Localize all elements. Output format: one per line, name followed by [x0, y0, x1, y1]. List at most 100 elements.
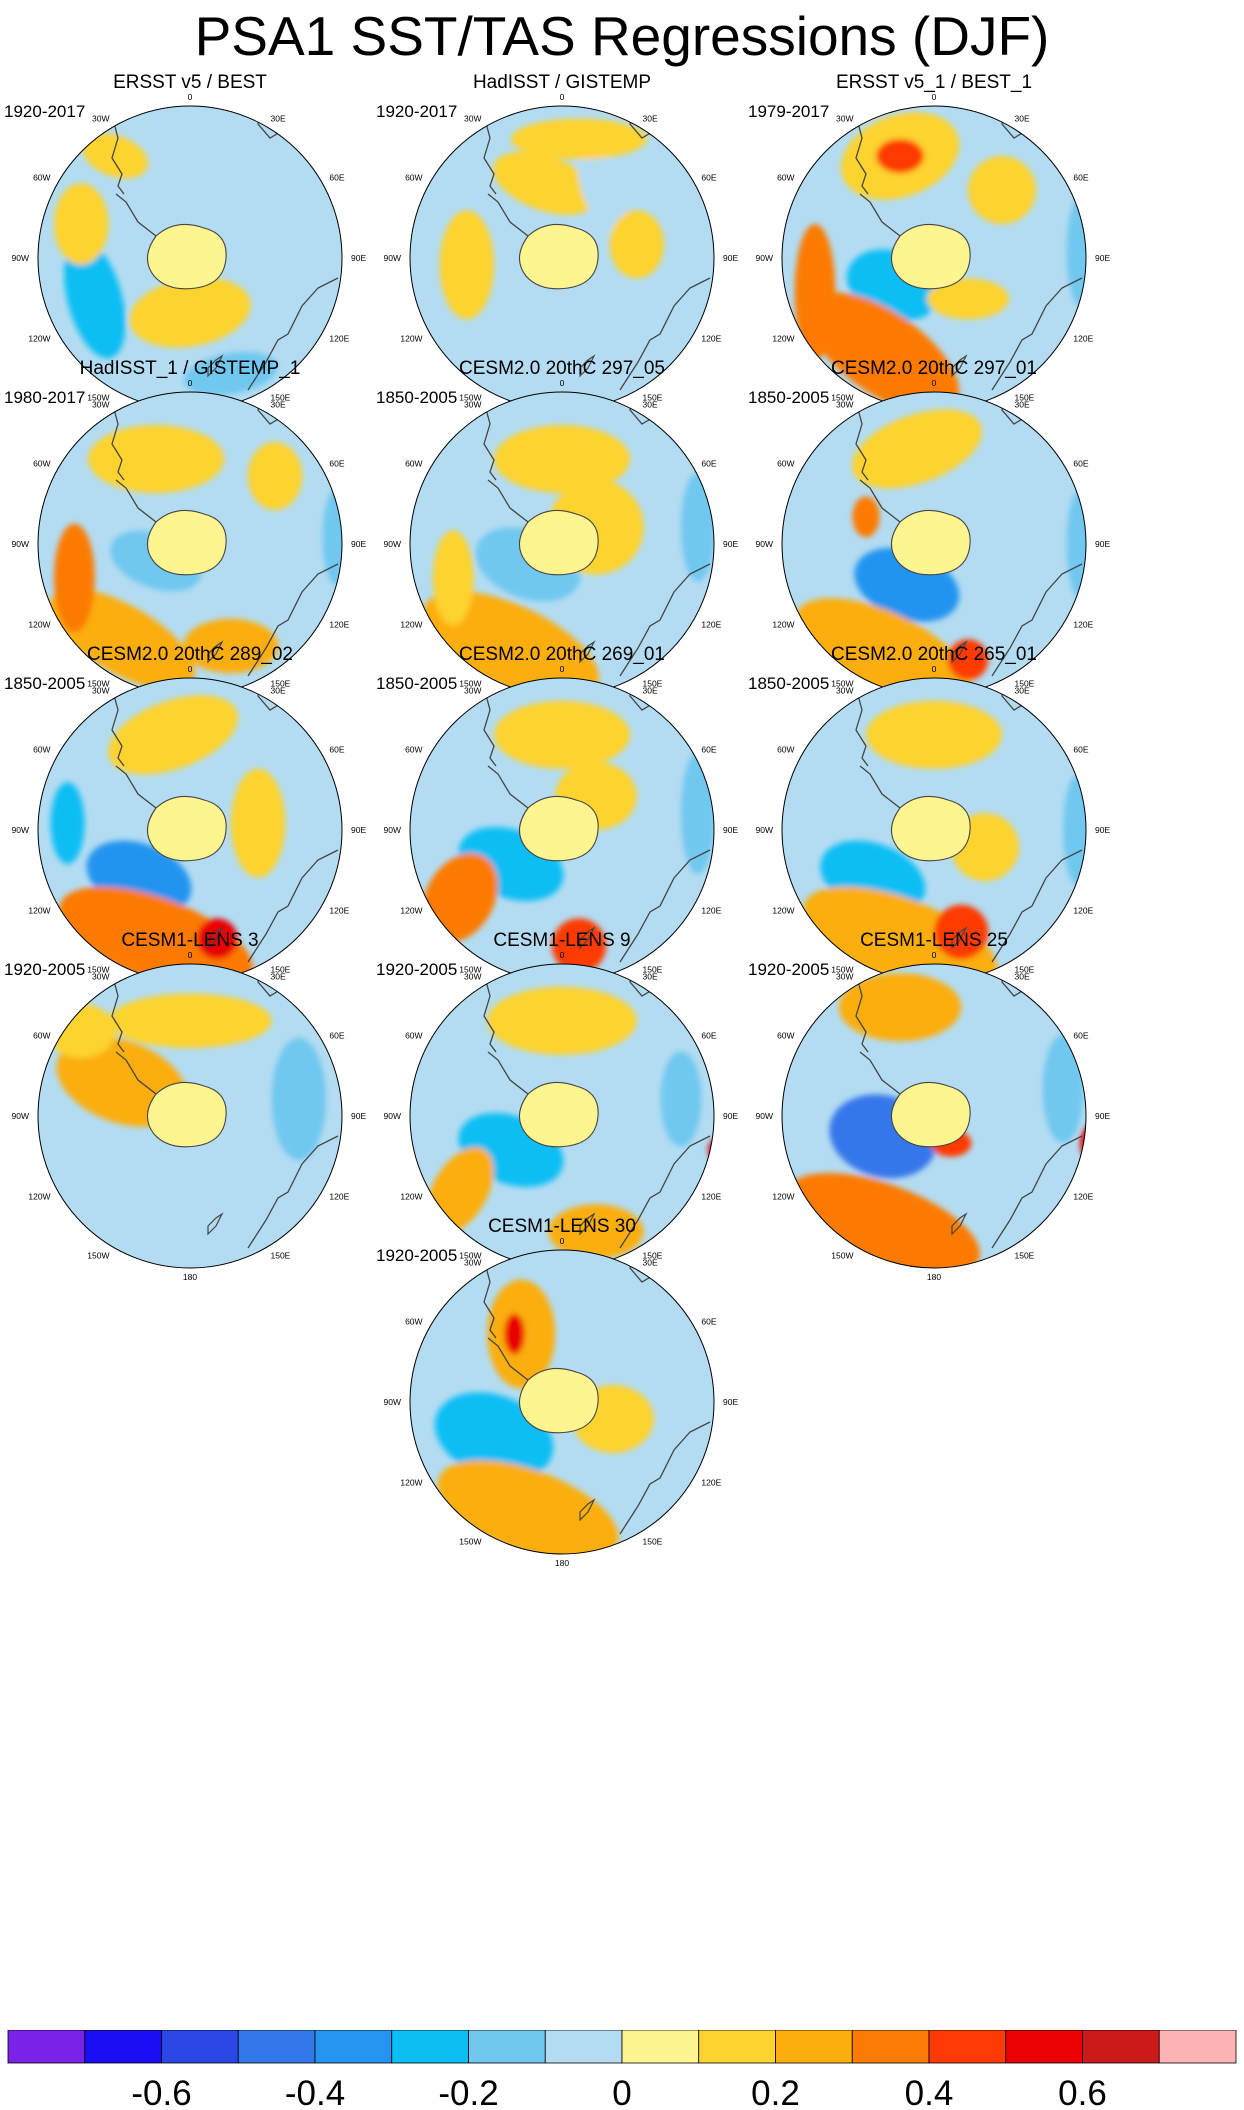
anomaly-region: [838, 973, 962, 1042]
longitude-label: 60W: [777, 459, 794, 469]
south-america-coast: [853, 393, 869, 481]
australia-coast: [247, 563, 339, 677]
longitude-label: 30E: [271, 686, 286, 696]
longitude-label: 30E: [1015, 972, 1030, 982]
new-zealand-coast: [579, 1212, 596, 1236]
anomaly-region: [230, 768, 286, 878]
longitude-label: 120E: [1073, 906, 1093, 916]
panel-period: 1850-2005: [4, 674, 86, 693]
south-america-coast: [481, 965, 497, 1053]
longitude-label: 150W: [87, 392, 109, 402]
longitude-label: 30W: [464, 686, 481, 696]
longitude-label: 120E: [701, 620, 721, 630]
new-zealand-coast: [207, 354, 224, 378]
longitude-label: 120E: [701, 906, 721, 916]
map-panel: ERSST v5 / BEST030E60E90E120E150E180150W…: [4, 72, 376, 452]
longitude-label: 120W: [772, 620, 794, 630]
anomaly-region: [660, 1051, 702, 1147]
antarctica-outline: [146, 223, 227, 290]
longitude-label: 150E: [643, 678, 663, 688]
longitude-label: 30E: [271, 114, 286, 124]
longitude-label: 90E: [1095, 825, 1110, 835]
longitude-label: 60W: [33, 745, 50, 755]
anomaly-region: [852, 496, 880, 538]
anomaly-region: [504, 1313, 525, 1355]
antarctic-peninsula: [859, 479, 901, 523]
australia-coast: [991, 563, 1083, 677]
longitude-label: 90E: [351, 253, 366, 263]
panel-title: ERSST v5 / BEST: [113, 72, 267, 93]
longitude-label: 150E: [643, 1536, 663, 1546]
panel-period: 1920-2005: [748, 960, 830, 979]
anomaly-region: [423, 591, 599, 696]
longitude-label: 120W: [400, 906, 422, 916]
new-zealand-coast: [207, 1212, 224, 1236]
longitude-label: 90E: [723, 1397, 738, 1407]
map-boundary: [37, 963, 343, 1269]
antarctica-outline: [890, 1081, 971, 1148]
longitude-label: 150E: [271, 1250, 291, 1260]
antarctic-peninsula: [487, 1051, 529, 1095]
longitude-label: 120E: [701, 1192, 721, 1202]
longitude-label: 150E: [271, 964, 291, 974]
longitude-label: 60W: [777, 1031, 794, 1041]
longitude-label: 60W: [33, 173, 50, 183]
antarctic-peninsula: [487, 479, 529, 523]
longitude-label: 60W: [405, 1031, 422, 1041]
colorbar-swatch: [1082, 2030, 1160, 2064]
colorbar-swatch: [84, 2030, 162, 2064]
longitude-label: 90W: [384, 1111, 401, 1121]
longitude-label: 90W: [12, 253, 29, 263]
south-america-coast: [481, 1251, 497, 1339]
colorbar-tick-label: 0.6: [1058, 2074, 1107, 2110]
south-america-coast: [109, 965, 125, 1053]
longitude-label: 90W: [756, 253, 773, 263]
colorbar-swatch: [314, 2030, 393, 2064]
longitude-label: 120E: [1073, 620, 1093, 630]
longitude-label: 150W: [459, 964, 481, 974]
anomaly-region: [183, 618, 279, 674]
panel-period: 1920-2017: [376, 102, 458, 121]
map-panel: HadISST / GISTEMP030E60E90E120E150E18015…: [376, 72, 748, 452]
longitude-label: 90W: [12, 825, 29, 835]
anomaly-region: [1042, 1034, 1084, 1144]
australia-coast: [619, 1421, 711, 1535]
anomaly-region: [64, 239, 126, 359]
longitude-label: 90W: [12, 1111, 29, 1121]
anomaly-region: [108, 695, 238, 775]
australia-coast: [991, 1135, 1083, 1249]
anomaly-region: [50, 782, 85, 864]
panel-title: CESM2.0 20thC 297_01: [831, 358, 1037, 379]
longitude-label: 90E: [351, 825, 366, 835]
longitude-label: 60W: [777, 745, 794, 755]
longitude-label: 120E: [329, 334, 349, 344]
longitude-label: 90W: [384, 253, 401, 263]
longitude-label: 0: [188, 380, 193, 388]
longitude-label: 0: [188, 94, 193, 102]
australia-coast: [619, 849, 711, 963]
longitude-label: 90E: [1095, 1111, 1110, 1121]
south-america-coast: [481, 393, 497, 481]
longitude-label: 30W: [464, 972, 481, 982]
longitude-label: 0: [560, 952, 565, 960]
new-zealand-coast: [579, 354, 596, 378]
longitude-label: 30W: [836, 400, 853, 410]
colorbar-tick-label: 0: [612, 2074, 631, 2110]
anomaly-region: [670, 1347, 712, 1457]
longitude-label: 150E: [1015, 678, 1035, 688]
colorbar-swatch: [775, 2030, 853, 2064]
anomaly-region: [174, 125, 288, 228]
antarctica-outline: [518, 509, 599, 576]
antarctica-outline: [146, 795, 227, 862]
anomaly-region: [271, 1037, 326, 1161]
longitude-label: 120E: [329, 1192, 349, 1202]
south-america-coast: [853, 965, 869, 1053]
anomaly-region: [473, 339, 583, 394]
longitude-label: 120E: [329, 906, 349, 916]
map-panel: CESM1-LENS 30 0 30E 60E 90E 120E 150E 180 150W 12…: [376, 1216, 748, 1596]
longitude-label: 0: [560, 380, 565, 388]
map-boundary: [409, 1249, 715, 1555]
longitude-label: 180: [183, 1272, 197, 1282]
